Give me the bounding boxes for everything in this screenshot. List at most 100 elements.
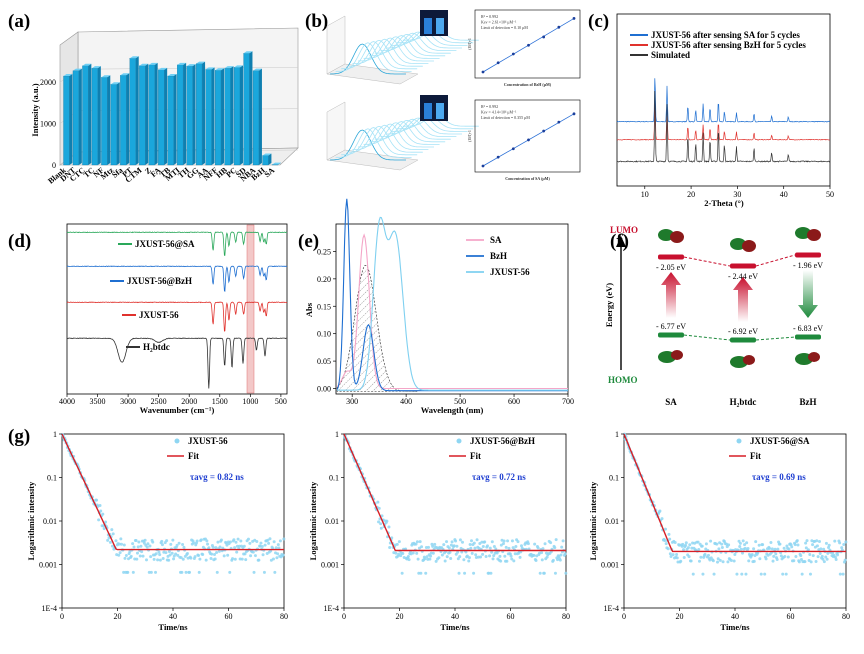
decay-point: [158, 553, 162, 557]
decay-point: [182, 545, 186, 549]
decay-point: [809, 560, 813, 564]
tau-annotation: τavg = 0.72 ns: [472, 472, 526, 482]
decay-point: [132, 545, 136, 549]
bar-top: [243, 51, 253, 54]
decay-point: [397, 552, 401, 556]
decay-point: [205, 539, 209, 543]
molecule-label: SA: [665, 397, 677, 407]
lumo-connector: [755, 254, 796, 267]
decay-point: [819, 547, 823, 551]
decay-frame: [343, 433, 567, 609]
spectra-floor: [326, 63, 419, 85]
decay-point: [697, 559, 701, 563]
decay-point: [502, 539, 506, 543]
decay-point: [536, 546, 540, 550]
ftir-spectrum: [66, 265, 288, 292]
decay-point: [768, 546, 772, 550]
decay-point: [108, 540, 112, 544]
bar-top: [91, 66, 101, 69]
bar: [139, 63, 149, 166]
decay-point: [778, 542, 782, 546]
bar-side: [126, 73, 130, 165]
bar: [158, 67, 168, 166]
decay-point: [684, 543, 688, 547]
decay-point: [827, 546, 831, 550]
decay-point: [135, 557, 139, 561]
decay-point: [145, 545, 149, 549]
decay-point: [95, 498, 99, 502]
decay-point: [379, 526, 383, 530]
decay-point: [558, 558, 562, 562]
decay-point: [137, 540, 141, 544]
decay-point: [423, 557, 427, 561]
decay-point: [257, 558, 261, 562]
decay-point: [739, 547, 743, 551]
xtick-label: 10: [641, 190, 649, 199]
legend-label: JXUST-56 after sensing BzH for 5 cycles: [651, 40, 806, 50]
chart-c-legend: JXUST-56 after sensing SA for 5 cyclesJX…: [630, 30, 806, 60]
decay-point: [489, 571, 493, 575]
decay-point: [470, 539, 474, 543]
decay-point: [136, 545, 140, 549]
decay-point: [248, 541, 252, 545]
chart-d-frame: [66, 223, 288, 395]
decay-point: [404, 547, 408, 551]
decay-point: [149, 555, 153, 559]
decay-point: [282, 537, 286, 541]
decay-point: [138, 554, 142, 558]
decay-point: [276, 543, 280, 547]
fit-point: [481, 164, 485, 168]
decay-point: [750, 552, 754, 556]
fit-point: [527, 138, 530, 142]
excitation-arrow: [733, 277, 753, 322]
xtick-label: 40: [169, 612, 177, 621]
decay-point: [764, 557, 768, 561]
decay-point: [199, 538, 203, 542]
decay-point: [824, 541, 828, 545]
chart-e-plot: [336, 198, 568, 392]
panel-label-c: (c): [588, 11, 609, 32]
decay-point: [399, 554, 403, 558]
transfer-arrow: [798, 270, 818, 318]
ytick-label: 0.10: [317, 330, 331, 339]
decay-point: [844, 540, 848, 544]
decay-point: [395, 542, 399, 546]
panel-label-b: (b): [305, 11, 328, 32]
decay-point: [219, 538, 223, 542]
decay-point: [240, 557, 244, 561]
fit-xlabel: Concentration of SA (μM): [505, 176, 550, 181]
bar-front: [205, 69, 212, 166]
decay-point: [114, 539, 118, 543]
decay-point: [505, 559, 509, 563]
lumo-level-bar: [730, 263, 756, 269]
ytick-label: 0.25: [317, 247, 331, 256]
xtick-label: 400: [400, 397, 412, 406]
spectrum-trace: [329, 43, 406, 75]
decay-point: [450, 540, 454, 544]
decay-point: [815, 539, 819, 543]
spectrum-trace: [374, 119, 451, 140]
decay-point: [779, 554, 783, 558]
decay-frame: [623, 433, 847, 609]
xtick-label: 4000: [59, 397, 75, 406]
decay-point: [455, 544, 459, 548]
jxust56-absorption: [337, 216, 568, 391]
decay-point: [122, 570, 126, 574]
decay-point: [503, 554, 507, 558]
decay-point: [442, 543, 446, 547]
decay-point: [492, 544, 496, 548]
decay-point: [263, 543, 267, 547]
decay-point: [416, 557, 420, 561]
bar-front: [139, 65, 146, 166]
decay-point: [197, 553, 201, 557]
decay-point: [259, 541, 263, 545]
decay-point: [775, 558, 779, 562]
xtick-label: 20: [687, 190, 695, 199]
fit-point: [496, 155, 500, 159]
decay-point: [676, 560, 680, 564]
decay-point: [418, 540, 422, 544]
bar: [224, 66, 234, 166]
xtick-label: 300: [346, 397, 358, 406]
decay-ylabel: Logarithmic intensity: [26, 481, 36, 560]
fit-ylabel: (I0/I)-1: [467, 38, 472, 50]
